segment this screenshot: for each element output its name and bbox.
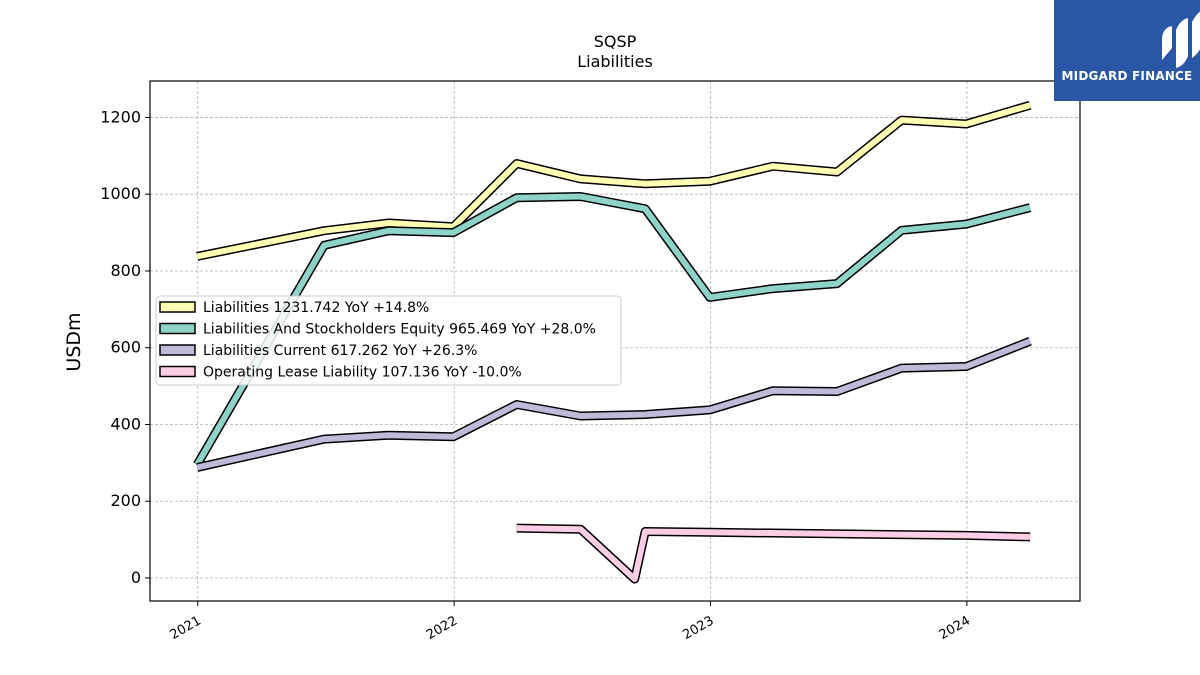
plot-frame [149,80,1081,602]
series-line-liabilities-current [196,338,1032,471]
series-line-operating-lease-liability [516,525,1031,583]
y-tick-label: 400 [110,414,141,433]
y-axis-label: USDm [63,312,85,371]
brand-mark-icon [1162,11,1200,68]
x-tick-label: 2022 [424,613,460,643]
series-line-liabilities [196,102,1031,260]
legend-label: Liabilities Current 617.262 YoY +26.3% [203,343,477,359]
y-tick-label: 200 [110,491,141,510]
series-group [193,100,1032,584]
series-line-liabilities-and-stockholders-equity [194,193,1031,467]
legend-label: Liabilities 1231.742 YoY +14.8% [203,300,429,316]
legend-swatch [159,344,196,356]
y-tick-label: 800 [110,261,141,280]
legend-swatch [159,365,196,378]
y-tick-label: 1200 [100,107,141,126]
legend-box [155,295,622,386]
legend-label: Operating Lease Liability 107.136 YoY -1… [203,365,522,381]
x-tick-label: 2023 [680,613,716,643]
legend: Liabilities 1231.742 YoY +14.8% Liabiliti… [155,295,622,386]
x-tick-label: 2024 [937,613,973,643]
y-tick-label: 1000 [100,184,141,203]
legend-swatch [159,322,196,335]
legend-label: Liabilities And Stockholders Equity 965.… [203,322,596,338]
brand-name: MIDGARD FINANCE [1061,69,1193,83]
brand-logo: MIDGARD FINANCE [1054,0,1200,101]
y-tick-label: 600 [110,338,141,357]
chart-title: SQSP [594,32,637,51]
x-tick-label: 2021 [168,613,204,643]
legend-swatch [159,301,196,313]
y-tick-label: 0 [131,568,141,587]
chart-subtitle: Liabilities [577,52,653,71]
